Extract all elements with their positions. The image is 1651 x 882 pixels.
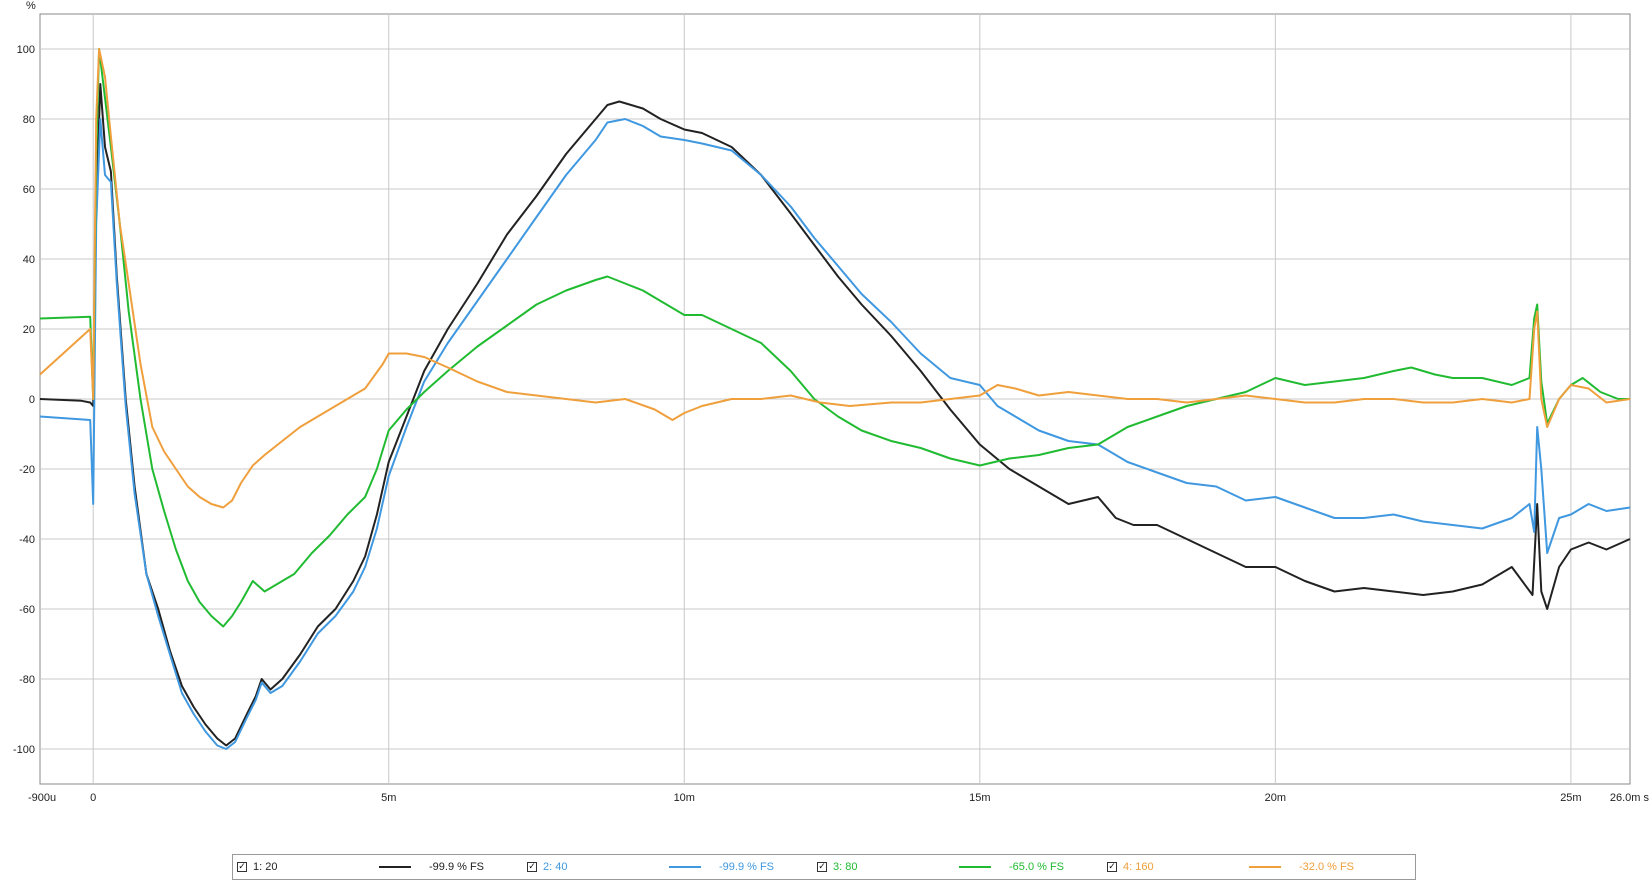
legend-item-series-4[interactable]: ✓ 4: 160 -32.0 % FS: [1107, 855, 1354, 879]
checkbox-series-3[interactable]: ✓: [817, 862, 827, 872]
legend-label-series-2: 2: 40: [543, 861, 568, 873]
y-tick-label: 80: [23, 114, 35, 126]
y-tick-label: 40: [23, 254, 35, 266]
legend-item-series-3[interactable]: ✓ 3: 80 -65.0 % FS: [817, 855, 1064, 879]
legend-label-series-3: 3: 80: [833, 861, 858, 873]
legend-item-series-1[interactable]: ✓ 1: 20 -99.9 % FS: [237, 855, 484, 879]
y-tick-label: -40: [19, 534, 35, 546]
y-tick-label: 100: [17, 44, 35, 56]
legend-item-series-2[interactable]: ✓ 2: 40 -99.9 % FS: [527, 855, 774, 879]
legend-value-series-3: -65.0 % FS: [1009, 861, 1065, 873]
y-tick-label: 20: [23, 324, 35, 336]
legend-swatch-series-3: [959, 866, 991, 868]
checkbox-series-1[interactable]: ✓: [237, 862, 247, 872]
x-tick-label: 5m: [381, 792, 396, 804]
legend-value-series-4: -32.0 % FS: [1299, 861, 1355, 873]
series-line-3: [39, 48, 1630, 628]
x-tick-label: 10m: [674, 792, 695, 804]
y-tick-label: 60: [23, 184, 35, 196]
checkbox-series-4[interactable]: ✓: [1107, 862, 1117, 872]
legend-value-series-1: -99.9 % FS: [429, 861, 485, 873]
y-tick-label: -100: [13, 744, 35, 756]
x-tick-label: 25m: [1560, 792, 1581, 804]
x-tick-label: 15m: [969, 792, 990, 804]
y-tick-label: -60: [19, 604, 35, 616]
y-axis-unit-label: %: [26, 0, 36, 12]
legend-swatch-series-1: [379, 866, 411, 868]
x-tick-label: 20m: [1265, 792, 1286, 804]
series-line-2: [39, 118, 1631, 750]
legend-value-series-2: -99.9 % FS: [719, 861, 775, 873]
y-tick-label: -80: [19, 674, 35, 686]
legend: ✓ 1: 20 -99.9 % FS ✓ 2: 40 -99.9 % FS ✓ …: [232, 854, 1416, 880]
x-tick-label: 0: [90, 792, 96, 804]
legend-label-series-4: 4: 160: [1123, 861, 1154, 873]
y-tick-label: -20: [19, 464, 35, 476]
series-lines: [39, 48, 1631, 750]
axis-ticks: 100 80 60 40 20 0 -20 -40 -60 -80 -100 -900u 0 5m 10m 1…: [13, 44, 1650, 804]
impulse-response-chart: 100 80 60 40 20 0 -20 -40 -60 -80 -100 -900u 0 5m 10m 1…: [13, 0, 1650, 804]
y-tick-label: 0: [29, 394, 35, 406]
legend-swatch-series-2: [669, 866, 701, 868]
series-line-1: [39, 83, 1631, 747]
series-line-4: [39, 48, 1631, 509]
legend-label-series-1: 1: 20: [253, 861, 278, 873]
legend-swatch-series-4: [1249, 866, 1281, 868]
x-tick-label: 26.0m s: [1610, 792, 1650, 804]
checkbox-series-2[interactable]: ✓: [527, 862, 537, 872]
x-tick-label: -900u: [28, 792, 56, 804]
